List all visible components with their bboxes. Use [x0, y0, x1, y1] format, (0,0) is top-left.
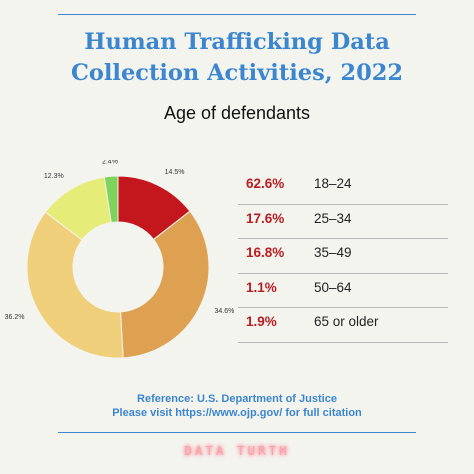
bottom-divider [58, 432, 416, 433]
stat-divider [238, 341, 448, 343]
brand-logo-text: DATA TURTH [184, 443, 290, 458]
stat-divider [238, 238, 448, 239]
title-line-1: Human Trafficking Data [84, 29, 390, 55]
stat-row: 1.1% 50–64 [238, 274, 448, 308]
stat-row: 1.9% 65 or older [238, 308, 448, 343]
stat-percent: 1.1% [246, 279, 277, 295]
donut-slice-4 [103, 175, 119, 224]
reference-line-2: Please visit https://www.ojp.gov/ for fu… [112, 407, 362, 419]
stat-percent: 62.6% [246, 176, 285, 191]
donut-data-label-0: 14.5% [165, 169, 185, 176]
stat-age-group: 35–49 [314, 245, 352, 260]
donut-data-label-4: 2.4% [102, 160, 118, 165]
title-line-2: Collection Activities, 2022 [70, 60, 404, 86]
donut-data-label-2: 36.2% [5, 314, 25, 321]
stat-age-group: 65 or older [314, 314, 379, 329]
stat-age-group: 50–64 [314, 279, 352, 295]
donut-data-label-1: 34.6% [214, 308, 234, 315]
stat-divider [238, 307, 448, 308]
page-title: Human Trafficking Data Collection Activi… [0, 27, 474, 89]
donut-slice-1 [120, 210, 210, 359]
stat-age-group: 25–34 [314, 210, 352, 226]
stats-list: 62.6% 18–24 17.6% 25–34 16.8% 35–49 1.1%… [238, 170, 448, 343]
stat-percent: 17.6% [246, 210, 285, 226]
top-divider [58, 14, 416, 15]
stat-divider [238, 203, 448, 205]
reference-line-1: Reference: U.S. Department of Justice [137, 393, 337, 405]
stat-percent: 1.9% [246, 314, 277, 329]
stat-percent: 16.8% [246, 245, 285, 260]
stat-row: 17.6% 25–34 [238, 205, 448, 239]
chart-subtitle: Age of defendants [163, 103, 311, 123]
stat-row: 62.6% 18–24 [238, 170, 448, 205]
stat-divider [238, 272, 448, 274]
stat-age-group: 18–24 [314, 176, 352, 191]
donut-data-label-3: 12.3% [44, 173, 64, 180]
donut-chart: 14.5% 34.6% 36.2% 12.3% 2.4% [5, 160, 234, 359]
reference-note: Reference: U.S. Department of Justice Pl… [0, 392, 474, 420]
stat-row: 16.8% 35–49 [238, 239, 448, 274]
donut-slice-2 [26, 211, 124, 359]
